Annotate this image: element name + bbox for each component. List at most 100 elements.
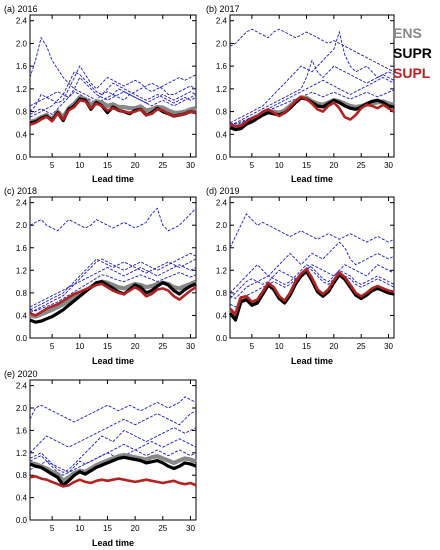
member-line [29,71,197,118]
x-tick-label: 30 [186,161,195,170]
y-tick-label: 0.8 [216,108,228,117]
panel-3: (c) 2018 0.0 0.4 0.8 1.2 1.6 2.0 2.4 5 10 15 20 25 30… [4,186,197,366]
member-line [229,76,395,130]
member-line [29,438,197,473]
x-tick-label: 5 [50,524,55,533]
legend-supl: SUPL [393,65,431,81]
y-tick-label: 2.0 [16,404,28,413]
x-axis-label: Lead time [291,356,333,366]
y-tick-label: 2.0 [16,39,28,48]
y-tick-label: 0.0 [216,334,228,343]
y-tick-label: 2.4 [216,17,228,26]
member-line [29,264,197,308]
y-tick-label: 0.8 [16,471,28,480]
y-tick-label: 0.4 [16,494,28,503]
x-tick-label: 20 [329,161,338,170]
plot-frame [29,379,197,521]
y-tick-label: 1.2 [216,85,228,94]
y-tick-label: 2.4 [16,17,28,26]
supl-line [229,267,395,316]
panel-title: (e) 2020 [4,369,38,379]
panel-1: (a) 2016 0.0 0.4 0.8 1.2 1.6 2.0 2.4 5 10 15 20 25 30… [4,4,197,184]
member-line [229,213,395,248]
x-tick-label: 20 [131,342,140,351]
plot-frame [29,14,197,158]
supr-line [29,280,197,324]
y-tick-label: 0.4 [16,130,28,139]
y-tick-label: 2.4 [16,382,28,391]
panel-title: (a) 2016 [4,4,38,14]
y-tick-label: 1.6 [16,62,28,71]
plot-frame [229,14,395,158]
y-tick-label: 1.6 [216,244,228,253]
x-tick-label: 5 [50,342,55,351]
x-tick-label: 15 [103,161,112,170]
x-tick-label: 25 [158,524,167,533]
member-line [29,410,197,454]
supl-line [29,98,197,126]
panel-2: (b) 2017 0.0 0.4 0.8 1.2 1.6 2.0 2.4 5 10 15 20 25 30… [206,4,395,184]
y-tick-label: 1.2 [16,85,28,94]
panel-title: (c) 2018 [4,186,37,196]
y-tick-label: 0.0 [16,153,28,162]
y-tick-label: 0.8 [16,289,28,298]
x-tick-label: 25 [158,161,167,170]
y-tick-label: 2.0 [16,221,28,230]
panel-title: (d) 2019 [206,186,240,196]
x-tick-label: 10 [75,342,84,351]
legend-supr: SUPR [393,45,432,61]
x-axis-label: Lead time [291,174,333,184]
member-line [29,272,197,312]
member-line [229,241,395,294]
x-tick-label: 15 [302,342,311,351]
y-tick-label: 2.4 [216,199,228,208]
ens-line [29,452,197,483]
x-tick-label: 20 [131,161,140,170]
y-tick-label: 1.6 [16,244,28,253]
y-tick-label: 1.2 [216,266,228,275]
y-tick-label: 2.0 [216,39,228,48]
supr-line [29,455,197,487]
y-tick-label: 0.4 [216,130,228,139]
x-tick-label: 10 [275,161,284,170]
y-tick-label: 0.4 [216,311,228,320]
member-line [229,28,395,73]
x-tick-label: 30 [384,342,393,351]
x-tick-label: 15 [302,161,311,170]
legend: ENS SUPR SUPL [393,23,440,83]
member-line [29,36,197,101]
panel-4: (d) 2019 0.0 0.4 0.8 1.2 1.6 2.0 2.4 5 10 15 20 25 30… [206,186,395,366]
x-tick-label: 5 [50,161,55,170]
x-tick-label: 15 [103,342,112,351]
y-tick-label: 0.0 [216,153,228,162]
member-line [29,396,197,423]
member-line [29,76,197,107]
x-axis-label: Lead time [92,538,134,548]
y-tick-label: 1.2 [16,449,28,458]
panel-title: (b) 2017 [206,4,240,14]
y-tick-label: 2.0 [216,221,228,230]
x-tick-label: 5 [250,161,255,170]
supl-line [29,475,197,488]
member-line [229,30,395,124]
x-tick-label: 5 [250,342,255,351]
member-line [229,266,395,308]
x-tick-label: 25 [357,161,366,170]
member-line [229,59,395,127]
x-axis-label: Lead time [92,174,134,184]
y-tick-label: 1.2 [16,266,28,275]
supl-line [29,282,197,317]
member-line [29,207,197,232]
x-tick-label: 30 [384,161,393,170]
y-tick-label: 0.8 [16,108,28,117]
plot-frame [29,196,197,339]
x-axis-label: Lead time [92,356,134,366]
x-tick-label: 20 [131,524,140,533]
member-line [229,264,395,299]
member-line [29,88,197,115]
supl-line [229,95,395,128]
x-tick-label: 10 [75,161,84,170]
x-tick-label: 25 [357,342,366,351]
x-tick-label: 10 [75,524,84,533]
